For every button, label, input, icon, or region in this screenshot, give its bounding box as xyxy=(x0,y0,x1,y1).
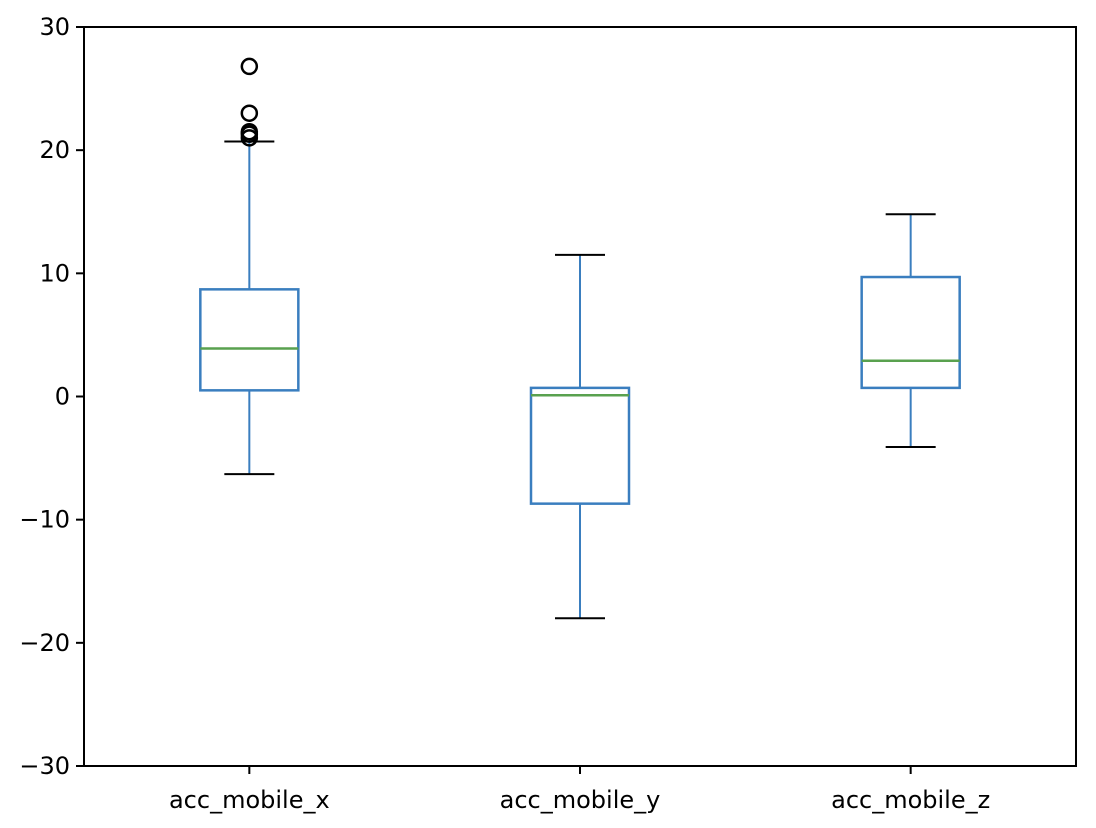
y-tick-label: 0 xyxy=(55,383,70,411)
x-tick-label: acc_mobile_y xyxy=(500,786,661,814)
y-tick-label: −10 xyxy=(19,506,70,534)
x-tick-label: acc_mobile_z xyxy=(831,786,990,814)
y-tick-label: 20 xyxy=(39,136,70,164)
iqr-box xyxy=(529,386,631,505)
x-axis: acc_mobile_x acc_mobile_y acc_mobile_z xyxy=(169,766,990,814)
y-tick-label: −30 xyxy=(19,752,70,780)
plot-area-frame xyxy=(83,26,1077,767)
iqr-box xyxy=(199,288,300,392)
x-tick-label: acc_mobile_x xyxy=(169,786,330,814)
iqr-box xyxy=(860,275,961,390)
outlier-point xyxy=(240,57,259,76)
y-tick-label: −20 xyxy=(19,629,70,657)
y-tick-label: 10 xyxy=(39,259,70,287)
outlier-point xyxy=(240,104,259,122)
y-tick-label: 30 xyxy=(39,13,70,41)
plot-layer xyxy=(199,57,961,620)
box-series-acc_mobile_z xyxy=(860,213,961,448)
box-series-acc_mobile_x xyxy=(199,57,300,476)
outlier-point xyxy=(240,122,259,141)
y-axis: 30 20 10 0 −10 −20 −30 xyxy=(19,13,84,780)
box-series-acc_mobile_y xyxy=(529,253,631,620)
